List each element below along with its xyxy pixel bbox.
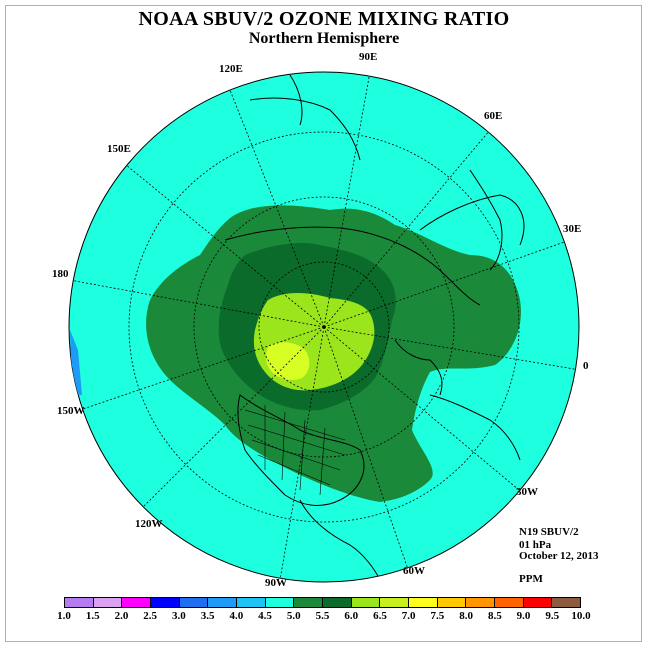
meridian-label-120e: 120E [219,63,243,75]
meridian-label-150e: 150E [107,143,131,155]
units-label: PPM [519,573,543,585]
coastlines [224,74,525,581]
colorbar-tick-label: 6.0 [344,610,359,622]
meridian-label-150w: 150W [57,405,85,417]
contour-region-7-0 [266,342,310,380]
instrument-label: N19 SBUV/2 [519,526,579,538]
colorbar-swatch [351,598,381,607]
meridian-label-0: 0 [583,360,589,372]
meridian-label-60e: 60E [484,110,503,122]
colorbar-swatch [323,598,352,607]
colorbar-swatch [151,598,180,607]
colorbar-tick-label: 8.0 [459,610,473,622]
colorbar-swatch [122,598,152,607]
colorbar-tick-label: 9.5 [545,610,560,622]
colorbar-tick-label: 1.0 [57,610,71,622]
colorbar-tick-label: 6.5 [373,610,387,622]
state-borders [244,405,346,496]
colorbar-tick-label: 7.5 [430,610,445,622]
colorbar-tick-label: 2.0 [114,610,129,622]
colorbar-tick-labels: 1.0 1.5 2.0 2.5 3.0 3.5 4.0 4.5 5.0 5.5 6.0 6.5 7.0 7… [57,610,591,624]
colorbar-tick-label: 5.0 [286,610,301,622]
meridian-label-180: 180 [52,268,69,280]
colorbar-swatch [437,598,467,607]
colorbar [64,597,581,608]
colorbar-tick-label: 3.0 [172,610,186,622]
colorbar-tick-label: 7.0 [401,610,416,622]
colorbar-swatch [466,598,496,607]
colorbar-tick-label: 9.0 [516,610,531,622]
colorbar-tick-label: 2.5 [143,610,158,622]
colorbar-swatch [179,598,209,607]
page-title: NOAA SBUV/2 OZONE MIXING RATIO [138,8,510,30]
colorbar-swatch [93,598,123,607]
colorbar-swatch [208,598,238,607]
colorbar-tick-label: 4.5 [258,610,272,622]
graticule [69,72,579,581]
colorbar-swatch [523,598,553,607]
colorbar-swatch [409,598,438,607]
colorbar-tick-label: 1.5 [85,610,100,622]
pressure-level-label: 01 hPa [519,539,552,551]
colorbar-swatch [495,598,524,607]
meridian-label-60w: 60W [403,565,425,577]
date-label: October 12, 2013 [519,550,599,562]
colorbar-tick-label: 8.5 [487,610,502,622]
colorbar-tick-label: 10.0 [571,610,591,622]
colorbar-tick-label: 4.0 [229,610,244,622]
page-subtitle: Northern Hemisphere [248,30,400,47]
meridian-label-90e: 90E [359,51,378,63]
colorbar-swatch [265,598,295,607]
colorbar-tick-label: 5.5 [315,610,330,622]
colorbar-tick-label: 3.5 [200,610,215,622]
meridian-label-120w: 120W [135,518,163,530]
meridian-label-30e: 30E [563,223,582,235]
meridian-label-30w: 30W [516,486,538,498]
colorbar-swatch [294,598,324,607]
figure-frame [5,5,642,642]
colorbar-swatch [237,598,266,607]
colorbar-swatch [552,598,581,607]
colorbar-swatch [380,598,410,607]
meridian-label-90w: 90W [265,577,287,589]
colorbar-swatch [65,598,94,607]
